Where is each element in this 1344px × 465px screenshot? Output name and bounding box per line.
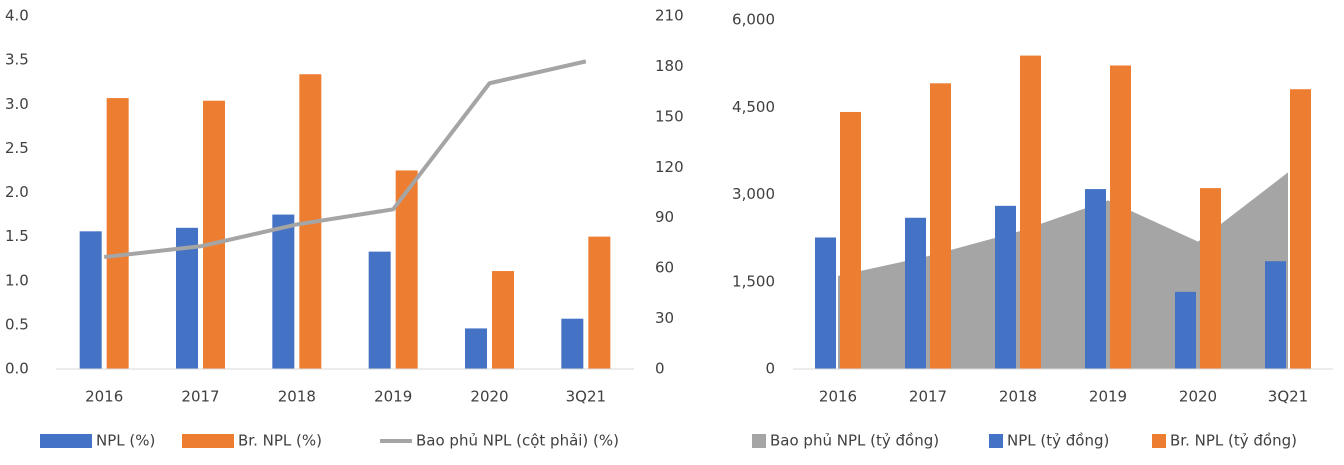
bar	[368, 251, 391, 369]
x-tick-label: 2018	[278, 388, 316, 406]
x-tick-label: 2020	[470, 388, 508, 406]
y2-tick-label: 120	[655, 158, 684, 176]
x-tick-label: 2016	[819, 388, 857, 406]
bar	[840, 111, 861, 370]
legend-swatch	[752, 434, 766, 448]
y2-tick-label: 30	[655, 309, 674, 327]
y2-tick-label: 60	[655, 259, 674, 277]
x-tick-label: 2018	[999, 388, 1037, 406]
bar	[1200, 188, 1221, 369]
y-tick-label: 1.0	[5, 271, 29, 289]
y-tick-label: 4,500	[732, 98, 775, 116]
x-tick-label: 2016	[85, 388, 123, 406]
bar	[465, 328, 487, 369]
bar	[1175, 291, 1196, 369]
y2-tick-label: 150	[655, 107, 684, 125]
y-tick-label: 2.0	[5, 183, 29, 201]
legend-label: Br. NPL (%)	[238, 432, 322, 450]
x-tick-label: 3Q21	[566, 388, 606, 406]
bar	[1085, 189, 1106, 369]
bar	[561, 318, 584, 369]
bar	[106, 98, 129, 369]
legend-label: Br. NPL (tỷ đồng)	[1170, 432, 1297, 450]
x-tick-label: 2019	[374, 388, 412, 406]
x-tick-label: 2017	[181, 388, 219, 406]
line	[103, 59, 587, 260]
legend-swatch	[182, 434, 234, 448]
legend-label: Bao phủ NPL (tỷ đồng)	[770, 432, 939, 450]
x-tick-label: 3Q21	[1268, 388, 1308, 406]
bar	[1020, 55, 1041, 370]
legend-swatch	[1152, 434, 1166, 448]
legend-label: NPL (tỷ đồng)	[1007, 432, 1109, 450]
y-tick-label: 0	[765, 360, 775, 378]
bar	[995, 205, 1016, 369]
bar	[492, 271, 514, 369]
y-tick-label: 6,000	[732, 11, 775, 29]
bar	[1110, 65, 1131, 370]
y-tick-label: 0.5	[5, 315, 29, 333]
bar	[930, 83, 951, 369]
bar	[905, 217, 926, 369]
bar	[1265, 261, 1286, 369]
x-tick-label: 2017	[909, 388, 947, 406]
bar	[588, 236, 611, 369]
bar	[395, 170, 418, 369]
y-tick-label: 1,500	[732, 272, 775, 290]
y-tick-label: 3.5	[5, 51, 29, 69]
legend-label: NPL (%)	[96, 432, 155, 450]
y2-tick-label: 0	[655, 360, 665, 378]
y2-tick-label: 210	[655, 7, 684, 25]
bar	[272, 214, 295, 369]
x-tick-label: 2019	[1089, 388, 1127, 406]
legend-label: Bao phủ NPL (cột phải) (%)	[416, 432, 619, 450]
y-tick-label: 3,000	[732, 185, 775, 203]
y-tick-label: 2.5	[5, 139, 29, 157]
legend-swatch	[40, 434, 92, 448]
bar	[815, 237, 836, 369]
y-tick-label: 4.0	[5, 7, 29, 25]
bar	[1290, 89, 1311, 370]
y2-tick-label: 180	[655, 57, 684, 75]
y-tick-label: 0.0	[5, 360, 29, 378]
x-tick-label: 2020	[1179, 388, 1217, 406]
bar	[203, 100, 225, 369]
bar	[79, 231, 102, 369]
y2-tick-label: 90	[655, 208, 674, 226]
bar	[176, 227, 198, 369]
legend-swatch	[989, 434, 1003, 448]
y-tick-label: 3.0	[5, 95, 29, 113]
y-tick-label: 1.5	[5, 227, 29, 245]
